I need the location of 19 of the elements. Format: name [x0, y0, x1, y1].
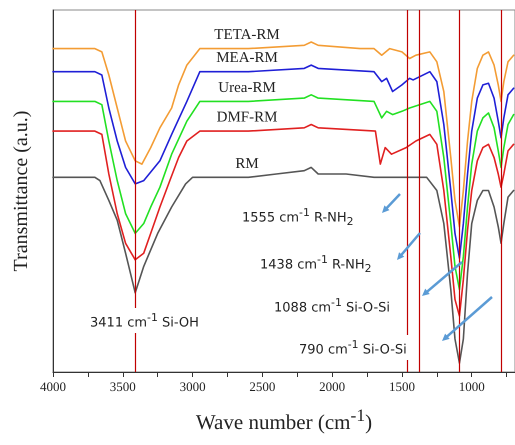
series-label: MEA-RM — [216, 50, 278, 66]
y-axis-title: Transmittance (a.u.) — [10, 110, 32, 272]
annotation: 1555 cm$^{-1}$ R-NH$_{2}$ — [240, 203, 356, 232]
x-tick-label: 1500 — [388, 379, 415, 394]
x-tick-label: 1000 — [458, 379, 485, 394]
x-tick-label: 2000 — [319, 379, 346, 394]
series-label: DMF-RM — [216, 110, 278, 126]
x-tick-label: 3500 — [110, 379, 136, 394]
annotation: 1438 cm$^{-1}$ R-NH$_{2}$ — [258, 250, 374, 279]
x-tick-label: 3000 — [180, 379, 206, 394]
annotation: 1088 cm$^{-1}$ Si-O-Si — [272, 293, 392, 318]
series-label: RM — [235, 156, 259, 172]
series-label: Urea-RM — [218, 80, 276, 96]
series-label: TETA-RM — [214, 27, 280, 44]
x-tick-label: 4000 — [40, 379, 66, 394]
annotation: 3411 cm$^{-1}$ Si-OH — [88, 308, 201, 334]
annotation: 790 cm$^{-1}$ Si-O-Si — [297, 335, 409, 360]
x-tick-label: 2500 — [249, 379, 276, 394]
x-axis-title: Wave number (cm$^{-1}$) — [194, 405, 374, 435]
